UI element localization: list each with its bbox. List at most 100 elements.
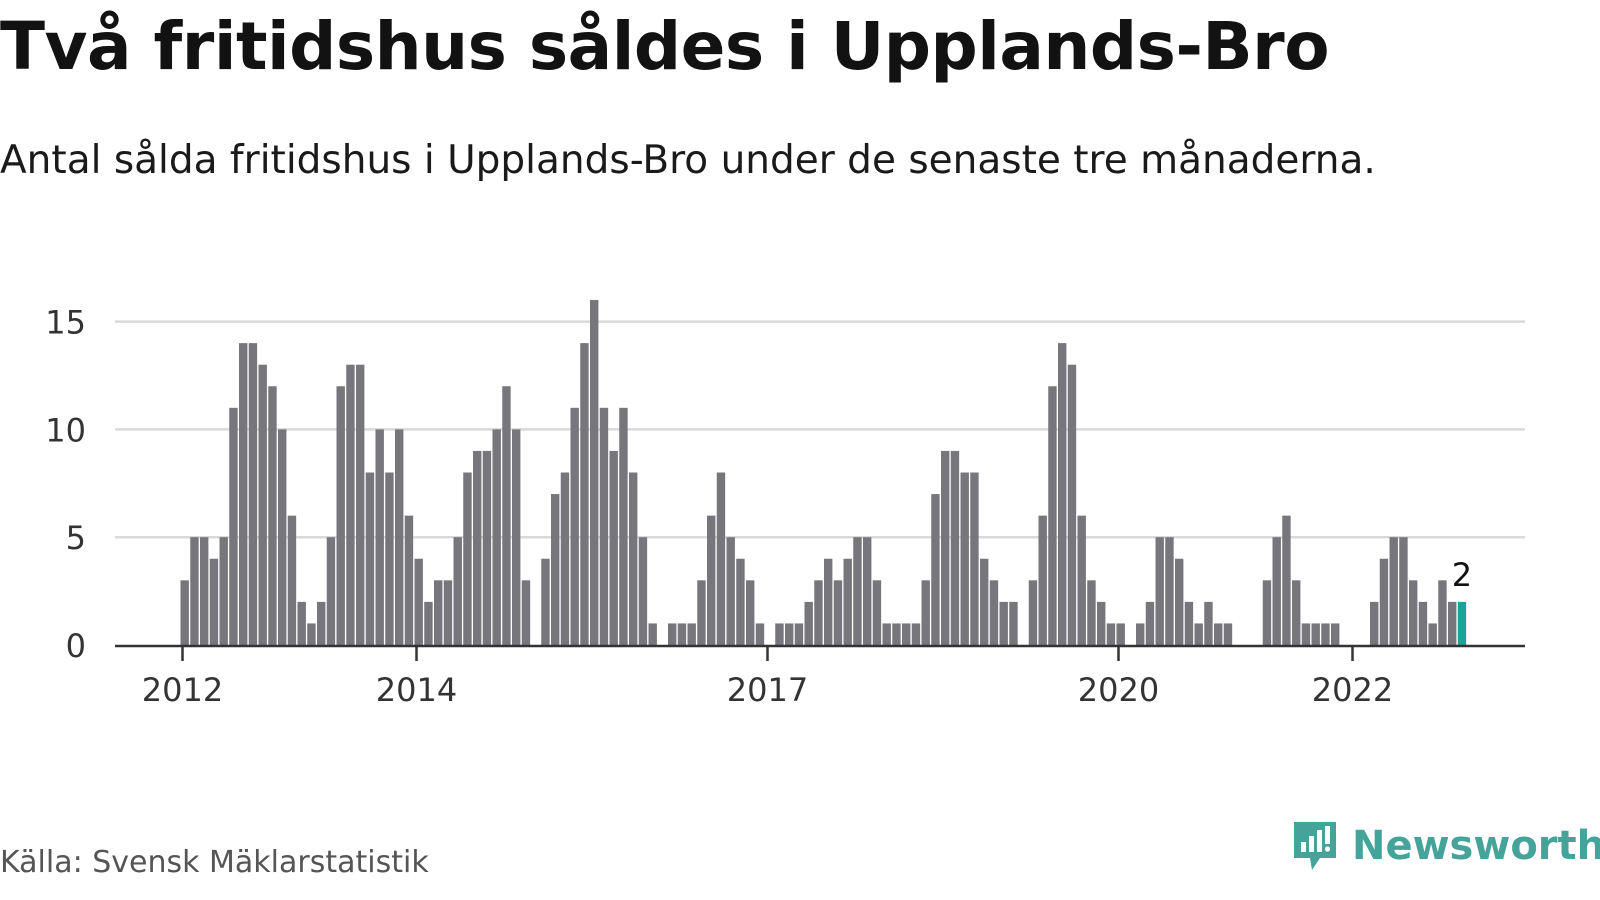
- bar: [200, 537, 209, 645]
- bars: [180, 300, 1467, 645]
- bar: [395, 429, 404, 645]
- bar: [950, 450, 960, 645]
- y-tick-label: 15: [45, 304, 86, 342]
- bar: [590, 300, 599, 645]
- bar: [404, 515, 414, 645]
- bar: [473, 450, 482, 645]
- bar: [1184, 601, 1194, 645]
- bar: [482, 450, 492, 645]
- bar: [521, 580, 531, 645]
- bar: [239, 343, 248, 645]
- bar: [1145, 601, 1155, 645]
- bar: [385, 472, 394, 645]
- bar: [307, 623, 316, 645]
- bar: [1331, 623, 1340, 645]
- bar: [1389, 537, 1398, 645]
- bar: [1048, 386, 1057, 645]
- chart-subtitle: Antal sålda fritidshus i Upplands-Bro un…: [0, 138, 1376, 183]
- x-tick-label: 2012: [142, 671, 223, 709]
- bar: [843, 558, 852, 645]
- bar: [814, 580, 823, 645]
- bar: [1028, 580, 1038, 645]
- bar: [824, 558, 833, 645]
- bar: [1272, 537, 1281, 645]
- bar: [697, 580, 706, 645]
- bar: [375, 429, 384, 645]
- bar: [1301, 623, 1311, 645]
- bar: [209, 558, 219, 645]
- bar: [297, 601, 306, 645]
- bar: [317, 601, 326, 645]
- bar: [1136, 623, 1145, 645]
- bar: [999, 601, 1008, 645]
- bar: [463, 472, 472, 645]
- bar: [677, 623, 687, 645]
- bar: [775, 623, 784, 645]
- bar: [1223, 623, 1233, 645]
- bar: [1428, 623, 1437, 645]
- bar: [1370, 601, 1379, 645]
- last-value-label: 2: [1452, 556, 1472, 594]
- newsworthy-bar-chart-icon: [1294, 822, 1336, 870]
- bar: [512, 429, 521, 645]
- bar: [882, 623, 891, 645]
- brand-name: Newsworthy: [1352, 823, 1600, 869]
- bar: [1448, 601, 1457, 645]
- bar: [1038, 515, 1047, 645]
- y-tick-label: 0: [66, 627, 86, 665]
- bar: [1116, 623, 1125, 645]
- bar: [794, 623, 804, 645]
- x-tick-label: 2020: [1078, 671, 1159, 709]
- bar: [716, 472, 726, 645]
- bar: [970, 472, 979, 645]
- bar: [365, 472, 375, 645]
- bar-highlighted: [1457, 601, 1467, 645]
- bar: [1058, 343, 1067, 645]
- bar: [492, 429, 501, 645]
- bar: [287, 515, 297, 645]
- bar: [580, 343, 589, 645]
- brand-logo: Newsworthy: [1290, 818, 1600, 874]
- bar: [921, 580, 930, 645]
- bar: [278, 429, 287, 645]
- bar: [648, 623, 657, 645]
- chart-title: Två fritidshus såldes i Upplands-Bro: [0, 8, 1330, 85]
- bar: [248, 343, 258, 645]
- bar: [258, 364, 267, 645]
- bar: [1106, 623, 1116, 645]
- bar: [1311, 623, 1320, 645]
- bar: [1292, 580, 1301, 645]
- bar: [853, 537, 862, 645]
- data-labels: 2: [1452, 556, 1472, 594]
- bar: [1379, 558, 1389, 645]
- bar: [1067, 364, 1077, 645]
- bar: [336, 386, 345, 645]
- bar: [755, 623, 765, 645]
- bar: [1204, 601, 1213, 645]
- bar: [1418, 601, 1428, 645]
- bar: [1399, 537, 1408, 645]
- bar: [541, 558, 550, 645]
- bar: [960, 472, 969, 645]
- bar: [453, 537, 462, 645]
- bar: [980, 558, 989, 645]
- bar: [599, 407, 609, 645]
- bar: [804, 601, 813, 645]
- bar: [736, 558, 745, 645]
- bar: [989, 580, 999, 645]
- bar: [560, 472, 570, 645]
- bar: [609, 450, 618, 645]
- bar: [863, 537, 872, 645]
- bar: [434, 580, 443, 645]
- bar: [629, 472, 638, 645]
- bar: [1321, 623, 1330, 645]
- bar: [638, 537, 648, 645]
- bar: [941, 450, 950, 645]
- bar: [1438, 580, 1447, 645]
- bar: [180, 580, 189, 645]
- bar: [229, 407, 238, 645]
- bar: [443, 580, 453, 645]
- bar: [785, 623, 794, 645]
- bar: [872, 580, 882, 645]
- bar: [1409, 580, 1418, 645]
